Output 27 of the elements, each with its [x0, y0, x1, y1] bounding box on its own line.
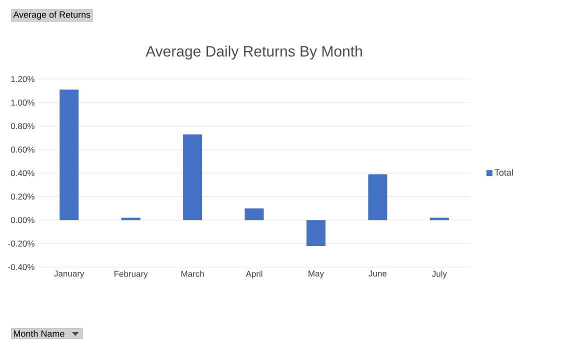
y-tick-label: -0.20% — [8, 240, 34, 247]
legend-label: Total — [494, 169, 513, 176]
bar — [183, 134, 202, 220]
y-tick-label: 0.40% — [10, 170, 34, 176]
y-tick-label: 0.60% — [10, 146, 34, 153]
text: Average of Returns — [13, 11, 90, 20]
x-tick-label: June — [368, 270, 387, 277]
x-tick-label: February — [114, 270, 148, 279]
y-tick-label: 0.00% — [10, 217, 34, 224]
y-tick-label: 1.00% — [11, 100, 34, 106]
bar — [368, 174, 388, 220]
text: Month Name — [14, 330, 64, 337]
x-tick-label: July — [432, 270, 447, 279]
y-tick-label: 0.20% — [10, 194, 34, 200]
bar — [121, 218, 140, 220]
bar — [60, 90, 79, 220]
bar — [430, 218, 449, 220]
y-tick-label: -0.40% — [8, 264, 34, 270]
y-tick-label: 1.20% — [11, 76, 34, 82]
bar — [244, 208, 264, 220]
x-tick-label: April — [246, 270, 262, 279]
chart-title: Average Daily Returns By Month — [146, 46, 362, 60]
bar — [306, 220, 326, 246]
x-tick-label: March — [181, 270, 204, 277]
y-tick-label: 0.80% — [10, 123, 34, 130]
x-tick-label: May — [308, 270, 324, 278]
x-tick-label: January — [54, 270, 84, 278]
